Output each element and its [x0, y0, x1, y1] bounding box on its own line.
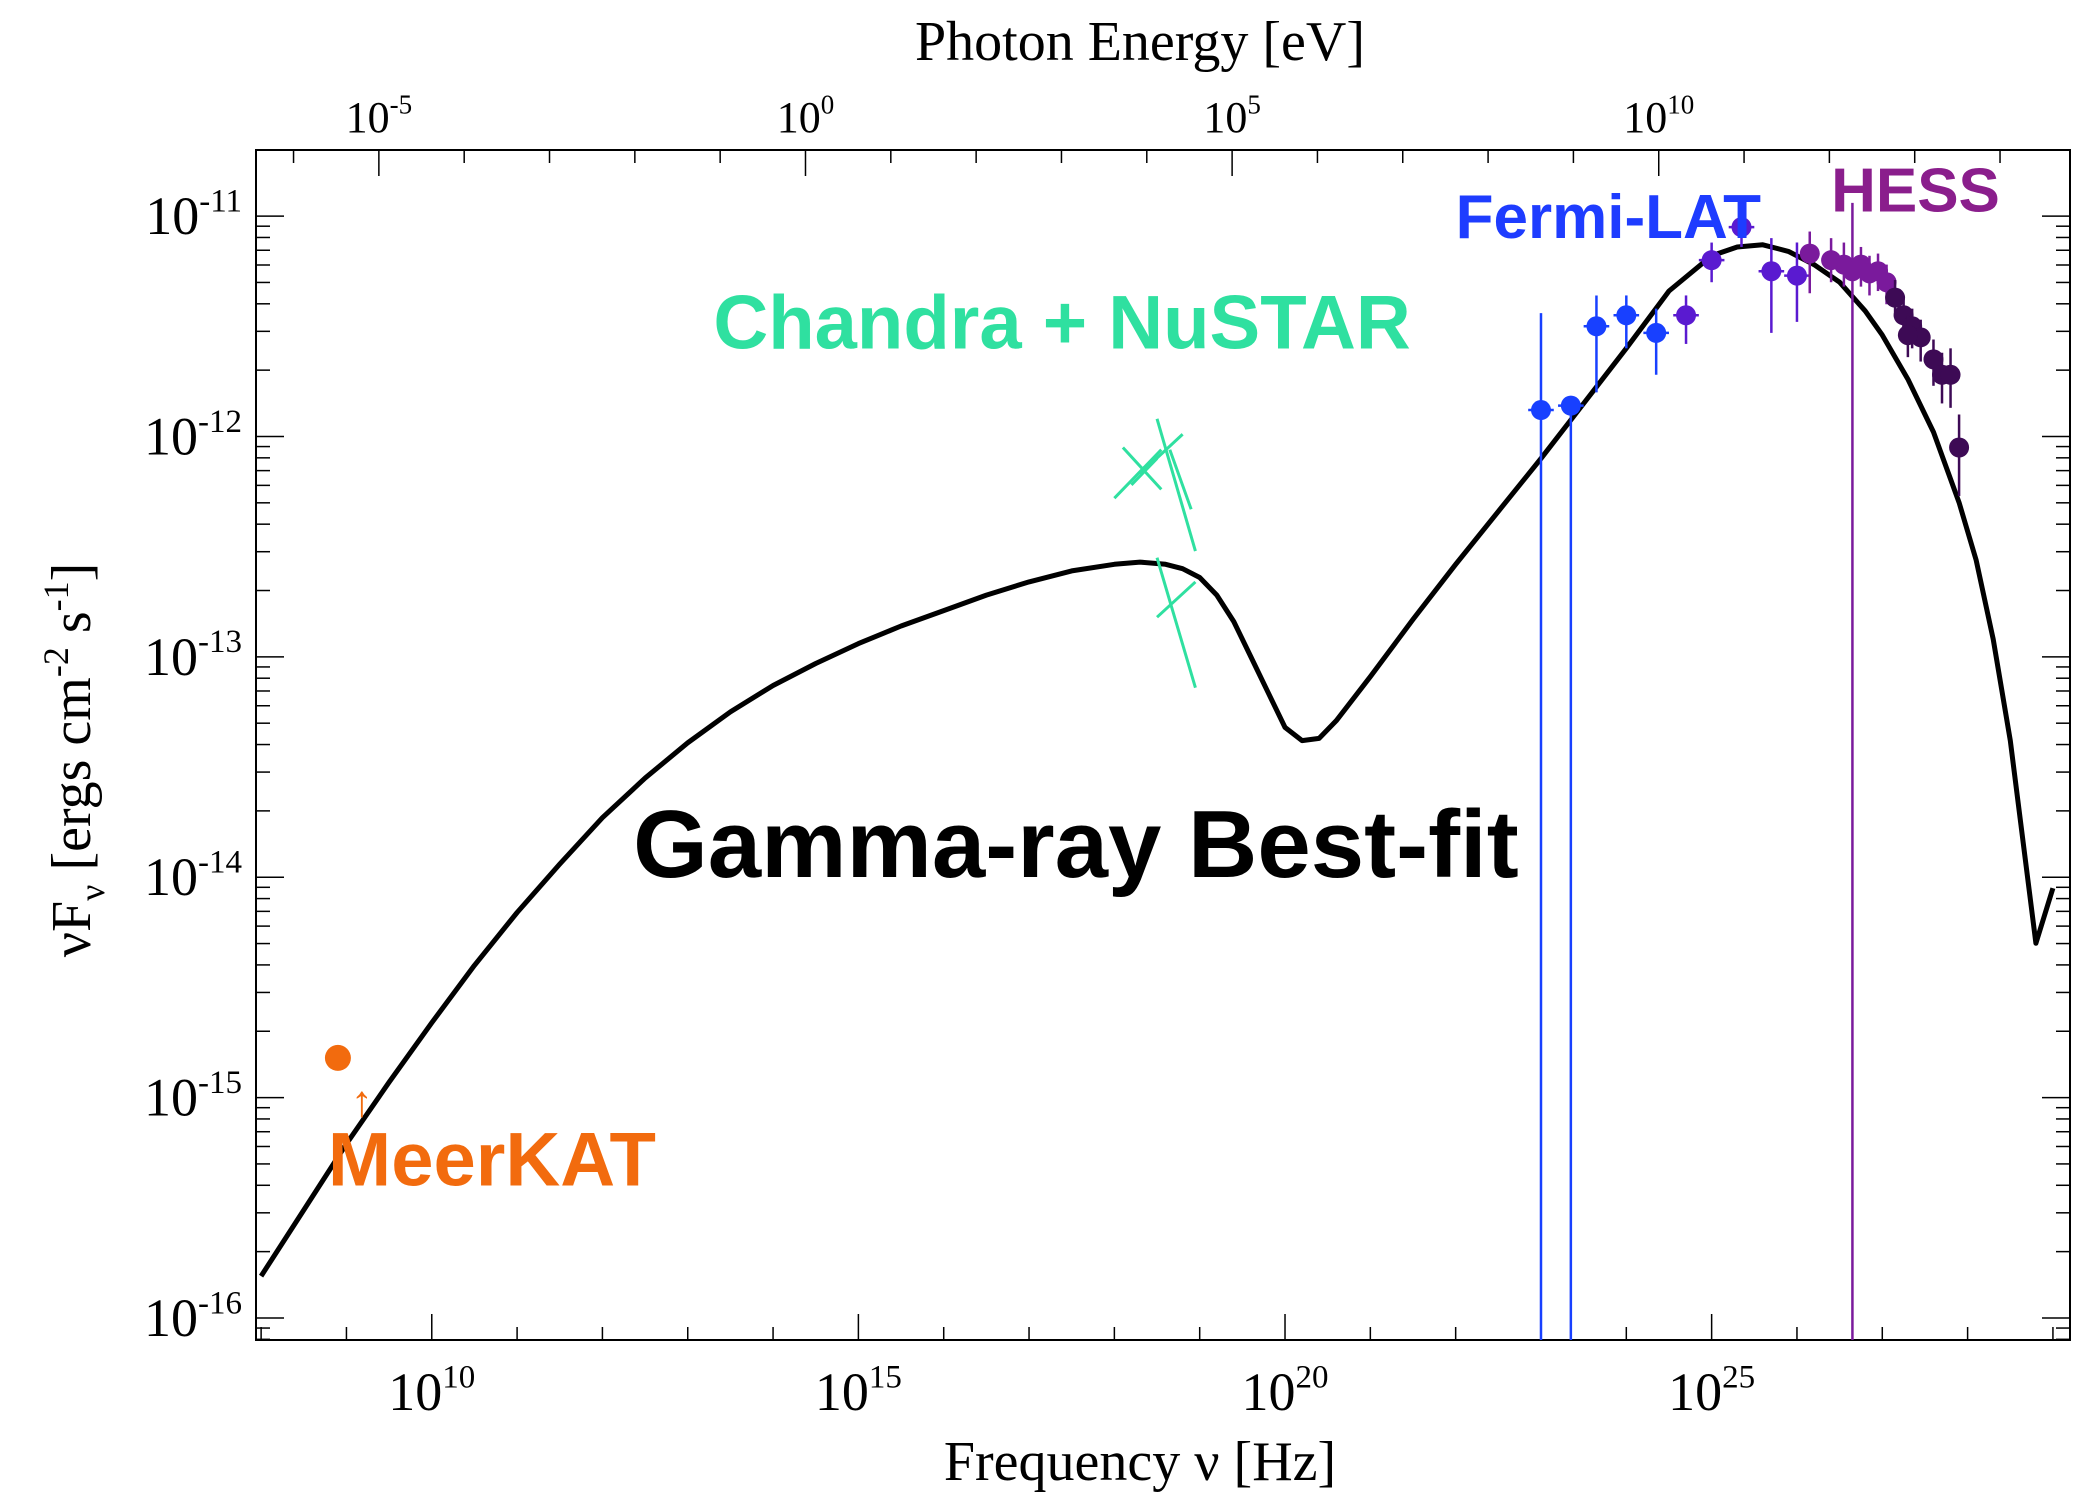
x-tick-label: 1010 [388, 1359, 475, 1422]
top-tick-label: 1010 [1623, 90, 1694, 142]
axes-layer: 1010 1015 1020 1025 10-11 10-12 10-13 10-14 10-1… [144, 90, 2071, 1422]
top-tick-label: 105 [1203, 90, 1261, 142]
lower-limit-arrow: ↑ [351, 1077, 373, 1126]
meerkat-point [324, 1044, 351, 1071]
top-axis-title: Photon Energy [eV] [915, 11, 1365, 73]
label-hess: HESS [1831, 157, 2000, 226]
y-axis-title-units: [ergs cm [41, 677, 103, 870]
y-tick-label: 10-11 [145, 183, 242, 246]
x-tick-label: 1020 [1242, 1359, 1329, 1422]
hess-point [1923, 349, 1944, 370]
x-axis-title: Frequency ν [Hz] [944, 1431, 1336, 1493]
fermi-point [1530, 400, 1551, 421]
fermi-point [1731, 217, 1752, 238]
fermi-point [1701, 250, 1722, 271]
y-axis-title-exp1: -2 [36, 647, 76, 677]
y-axis-title: νFν [ergs cm-2 s-1] [36, 563, 112, 958]
labels-layer: Gamma-ray Best-fit MeerKAT Chandra + NuSTA… [328, 157, 2000, 1203]
hess-point [1876, 272, 1897, 293]
fermi-point [1586, 316, 1607, 337]
y-axis-title-main: νF [41, 901, 103, 957]
data-points-layer: ↑ [324, 202, 1970, 1340]
xray-bowtie-segment [1113, 448, 1163, 500]
x-tick-label: 1025 [1668, 1359, 1755, 1422]
fermi-point [1676, 305, 1697, 326]
xray-bowtie-segment [1155, 557, 1197, 689]
svg-text:νFν [ergs cm-2 s-1]: νFν [ergs cm-2 s-1] [36, 563, 112, 958]
y-axis-title-close: ] [41, 563, 103, 582]
top-tick-label: 10-5 [346, 90, 413, 142]
y-tick-label: 10-12 [144, 404, 242, 467]
y-axis-title-sub: ν [72, 885, 112, 901]
xray-bowtie-segment [1138, 433, 1184, 476]
fermi-point [1761, 261, 1782, 282]
x-tick-label: 1015 [815, 1359, 902, 1422]
hess-point [1885, 287, 1906, 308]
label-gamma-ray-best-fit: Gamma-ray Best-fit [633, 791, 1519, 898]
y-tick-label: 10-16 [144, 1285, 242, 1348]
y-tick-label: 10-14 [144, 845, 242, 908]
xray-bowtie-segment [1156, 580, 1197, 619]
hess-point [1940, 364, 1961, 385]
fermi-point [1646, 322, 1667, 343]
fermi-point [1560, 395, 1581, 416]
y-axis-title-mid: s [41, 611, 103, 647]
label-meerkat: MeerKAT [328, 1118, 656, 1203]
label-fermi-lat: Fermi-LAT [1456, 183, 1762, 252]
y-tick-label: 10-13 [144, 624, 242, 687]
fermi-point [1786, 265, 1807, 286]
hess-point [1897, 325, 1918, 346]
fermi-point [1616, 305, 1637, 326]
xray-bowtie-segment [1121, 446, 1163, 491]
y-axis-title-exp2: -1 [36, 581, 76, 611]
xray-bowtie-segment [1155, 418, 1197, 552]
hess-point [1799, 243, 1820, 264]
label-chandra-nustar: Chandra + NuSTAR [713, 280, 1410, 365]
hess-point [1949, 437, 1970, 458]
top-tick-label: 100 [777, 90, 835, 142]
xray-bowtie-segment [1168, 449, 1193, 510]
y-tick-label: 10-15 [144, 1065, 242, 1128]
